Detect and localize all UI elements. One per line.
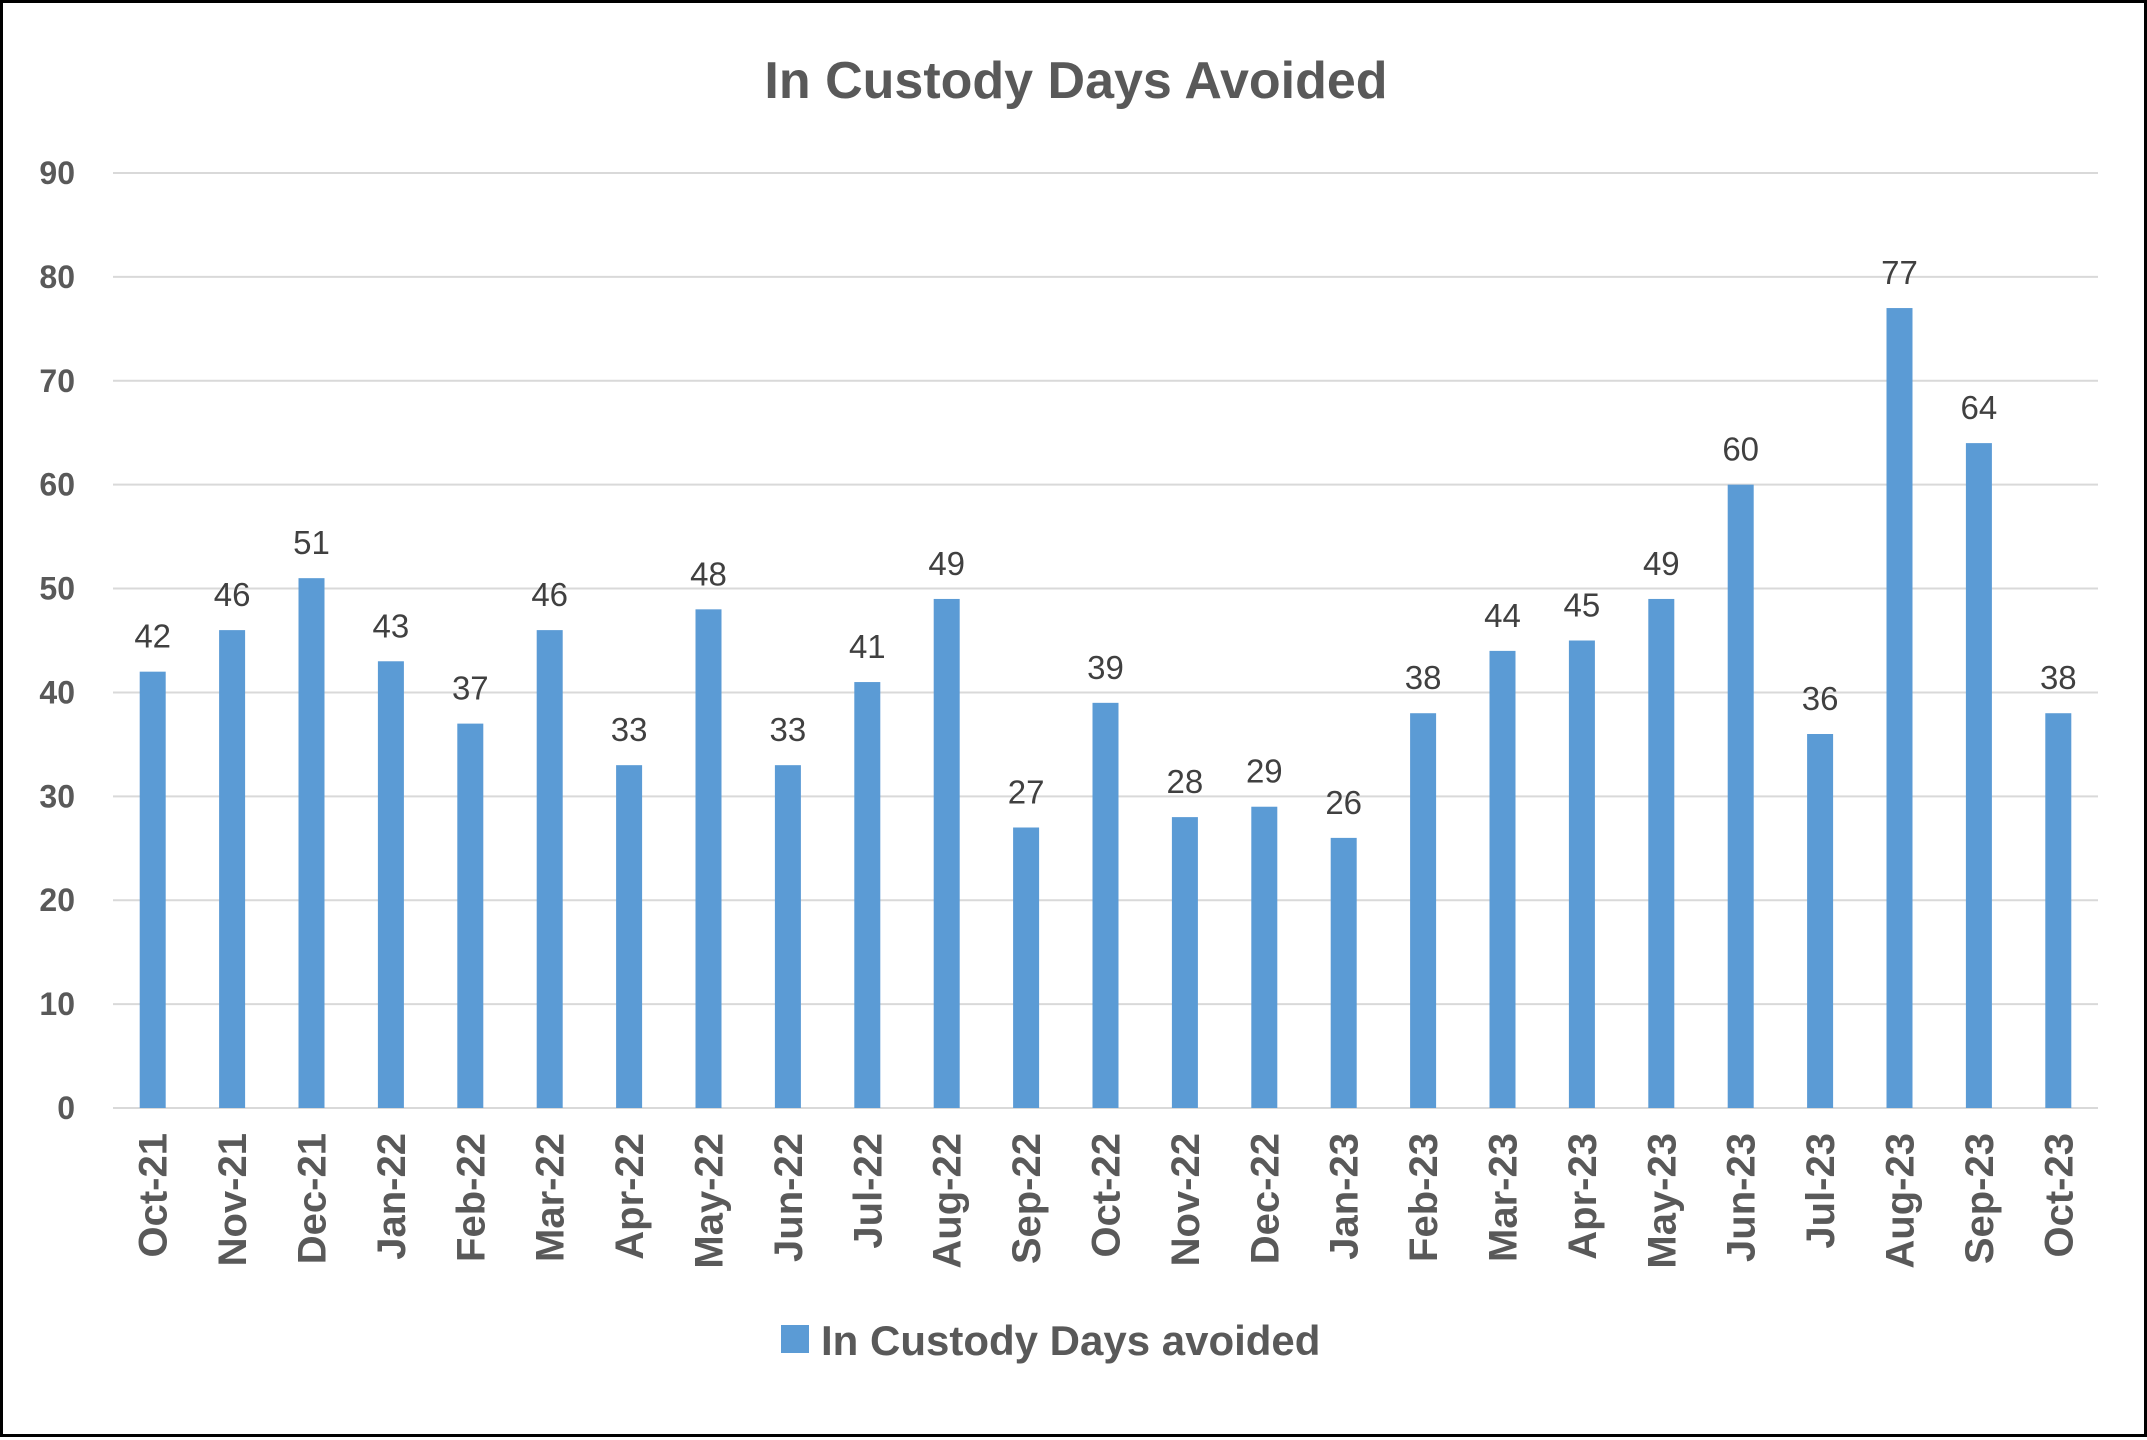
data-label: 36 [1802, 680, 1839, 717]
bar [1013, 827, 1040, 1108]
bar [1807, 734, 1834, 1108]
x-tick-label: May-23 [1640, 1133, 1684, 1269]
data-label: 43 [373, 607, 410, 644]
bar [1965, 443, 1992, 1109]
x-axis-ticks: Oct-21 Nov-21 Dec-21 Jan-22 Feb-22 Mar-22 Apr-… [132, 1133, 2082, 1269]
bar [1568, 640, 1595, 1108]
x-tick-label: Apr-22 [608, 1133, 652, 1260]
data-labels: 42 46 51 43 37 46 33 48 33 41 49 27 39 28 29 26 38 44 45 49… [134, 254, 2076, 821]
y-tick-label: 10 [39, 986, 75, 1022]
y-axis-ticks: 0 10 20 30 40 50 60 70 80 90 [39, 155, 75, 1126]
x-tick-label: Jul-23 [1799, 1133, 1843, 1249]
bar [139, 671, 166, 1108]
x-tick-label: Oct-21 [132, 1133, 176, 1258]
x-tick-label: Jun-22 [767, 1133, 811, 1262]
x-tick-label: Mar-23 [1482, 1133, 1526, 1262]
x-tick-label: Dec-22 [1243, 1133, 1287, 1264]
x-tick-label: Aug-22 [926, 1133, 970, 1269]
x-tick-label: Feb-22 [449, 1133, 493, 1262]
bar [377, 661, 404, 1108]
data-label: 33 [611, 711, 648, 748]
x-tick-label: Jan-23 [1323, 1133, 1367, 1260]
bar [1171, 817, 1198, 1108]
y-tick-label: 0 [57, 1090, 75, 1126]
bar [774, 765, 801, 1108]
data-label: 33 [770, 711, 807, 748]
data-label: 37 [452, 670, 489, 707]
y-tick-label: 50 [39, 571, 75, 607]
bar [2045, 713, 2072, 1108]
data-label: 64 [1961, 389, 1998, 426]
data-label: 48 [690, 555, 727, 592]
x-tick-label: Sep-22 [1005, 1133, 1049, 1264]
x-tick-label: Oct-22 [1085, 1133, 1129, 1258]
x-tick-label: Sep-23 [1958, 1133, 2002, 1264]
bar [1886, 308, 1913, 1108]
bar-chart: In Custody Days Avoided 0 10 20 30 40 50 60 70 8… [39, 52, 2098, 1364]
y-tick-label: 20 [39, 882, 75, 918]
bar [536, 630, 563, 1108]
bar [616, 765, 643, 1108]
x-tick-label: Aug-23 [1879, 1133, 1923, 1269]
data-label: 51 [293, 524, 330, 561]
bar [1648, 598, 1675, 1108]
data-label: 46 [531, 576, 568, 613]
data-label: 41 [849, 628, 886, 665]
bar [219, 630, 246, 1108]
legend: In Custody Days avoided [781, 1317, 1320, 1364]
x-tick-label: Feb-23 [1402, 1133, 1446, 1262]
legend-label: In Custody Days avoided [821, 1317, 1320, 1364]
chart-title: In Custody Days Avoided [764, 52, 1387, 110]
data-label: 26 [1325, 784, 1362, 821]
data-label: 27 [1008, 774, 1045, 811]
x-tick-label: Jul-22 [846, 1133, 890, 1249]
data-label: 49 [1643, 545, 1680, 582]
bars [139, 308, 2072, 1109]
x-tick-label: May-22 [688, 1133, 732, 1269]
data-label: 38 [2040, 659, 2077, 696]
data-label: 45 [1564, 587, 1601, 624]
y-tick-label: 60 [39, 467, 75, 503]
bar [1410, 713, 1437, 1108]
bar [298, 578, 325, 1108]
y-tick-label: 90 [39, 155, 75, 191]
bar [1092, 702, 1119, 1108]
x-tick-label: Nov-21 [211, 1133, 255, 1266]
data-label: 46 [214, 576, 251, 613]
x-tick-label: Apr-23 [1561, 1133, 1605, 1260]
bar [1489, 650, 1516, 1108]
bar [933, 598, 960, 1108]
bar [1251, 806, 1278, 1108]
x-tick-label: Nov-22 [1164, 1133, 1208, 1266]
data-label: 60 [1722, 431, 1759, 468]
legend-swatch [781, 1325, 809, 1353]
data-label: 44 [1484, 597, 1521, 634]
x-tick-label: Jan-22 [370, 1133, 414, 1260]
x-tick-label: Dec-21 [291, 1133, 335, 1264]
x-tick-label: Mar-22 [529, 1133, 573, 1262]
x-tick-label: Jun-23 [1720, 1133, 1764, 1262]
data-label: 28 [1167, 763, 1204, 800]
y-tick-label: 80 [39, 259, 75, 295]
y-tick-label: 70 [39, 363, 75, 399]
bar [1330, 837, 1357, 1108]
data-label: 38 [1405, 659, 1442, 696]
bar [457, 723, 484, 1108]
data-label: 39 [1087, 649, 1124, 686]
gridlines [113, 172, 2098, 1109]
data-label: 42 [134, 618, 171, 655]
bar [854, 682, 881, 1108]
data-label: 77 [1881, 254, 1918, 291]
bar [695, 609, 722, 1108]
x-tick-label: Oct-23 [2037, 1133, 2081, 1258]
data-label: 49 [928, 545, 965, 582]
y-tick-label: 40 [39, 674, 75, 710]
bar [1727, 484, 1754, 1109]
y-tick-label: 30 [39, 778, 75, 814]
data-label: 29 [1246, 753, 1283, 790]
